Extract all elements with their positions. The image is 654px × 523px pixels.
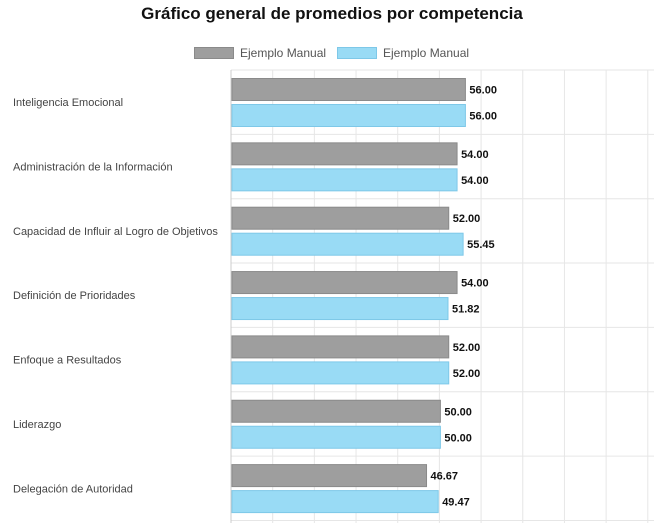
bar-value-label: 55.45 [467, 239, 495, 251]
bar-value-label: 54.00 [461, 175, 489, 187]
bar[interactable] [231, 425, 441, 449]
category-label: Inteligencia Emocional [13, 97, 123, 109]
legend-swatch-series-1 [194, 47, 234, 59]
bar[interactable] [231, 78, 466, 101]
bar-value-label: 54.00 [461, 278, 489, 290]
category-label: Liderazgo [13, 419, 61, 431]
category-label: Definición de Prioridades [13, 290, 136, 302]
bar[interactable] [231, 232, 464, 256]
bar[interactable] [231, 168, 458, 192]
bar[interactable] [231, 142, 458, 166]
bar[interactable] [231, 206, 450, 230]
bar-value-label: 51.82 [452, 304, 480, 316]
bar-value-label: 56.00 [469, 85, 497, 97]
chart-title: Gráfico general de promedios por compete… [141, 4, 523, 23]
category-label: Enfoque a Resultados [13, 355, 122, 367]
bar-value-label: 52.00 [453, 368, 481, 380]
bar[interactable] [231, 297, 449, 321]
bar[interactable] [231, 399, 441, 423]
legend-item-series-1[interactable]: Ejemplo Manual [194, 45, 326, 61]
category-label: Delegación de Autoridad [13, 483, 133, 495]
legend-label-series-1: Ejemplo Manual [240, 46, 327, 60]
bar-value-label: 52.00 [453, 342, 481, 354]
category-label: Administración de la Información [13, 162, 173, 174]
bar-value-label: 46.67 [431, 471, 459, 483]
bar-value-label: 50.00 [444, 406, 472, 418]
bar[interactable] [231, 490, 439, 514]
bar[interactable] [231, 464, 428, 488]
bar[interactable] [231, 361, 450, 385]
legend: Ejemplo Manual Ejemplo Manual [0, 45, 654, 63]
bar-value-label: 52.00 [453, 213, 481, 225]
bar[interactable] [231, 104, 466, 127]
bar-value-label: 50.00 [444, 432, 472, 444]
legend-label-series-2: Ejemplo Manual [383, 46, 470, 60]
category-label: Capacidad de Influir al Logro de Objetiv… [13, 226, 218, 238]
legend-swatch-series-2 [337, 47, 377, 59]
bar[interactable] [231, 335, 450, 359]
bar-value-label: 54.00 [461, 149, 489, 161]
bar-value-label: 49.47 [442, 497, 470, 509]
bar-value-label: 56.00 [469, 111, 497, 123]
legend-item-series-2[interactable]: Ejemplo Manual [337, 45, 469, 61]
bar[interactable] [231, 271, 458, 295]
